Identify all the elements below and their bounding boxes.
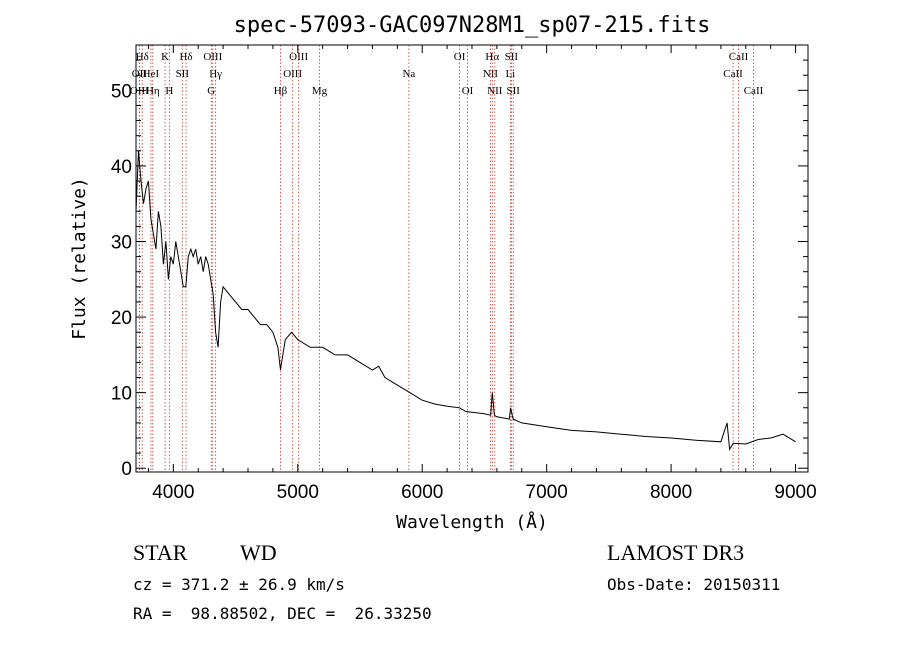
emission-line-label: SII <box>176 68 190 80</box>
emission-line-label: Hα <box>485 51 499 63</box>
x-axis-label: Wavelength (Å) <box>396 511 548 533</box>
y-tick-label: 30 <box>111 232 132 253</box>
emission-line-label: H <box>165 85 173 97</box>
emission-line-label: NII <box>483 68 499 80</box>
x-tick-label: 6000 <box>401 482 443 503</box>
emission-line-label: Na <box>402 68 415 80</box>
emission-line-label: HeI <box>143 68 160 80</box>
y-tick-label: 0 <box>121 459 132 480</box>
emission-line-label: Hβ <box>274 85 288 97</box>
x-tick-label: 9000 <box>774 482 816 503</box>
plot-frame <box>135 44 809 473</box>
y-tick-label: 10 <box>111 384 132 405</box>
emission-line-label: OIII <box>130 85 149 97</box>
emission-line-label: Hγ <box>209 68 222 80</box>
coords-text: RA = 98.88502, DEC = 26.33250 <box>133 604 432 623</box>
emission-line-label: CaII <box>729 51 749 63</box>
emission-line-label: SII <box>505 51 519 63</box>
x-tick-label: 4000 <box>152 482 194 503</box>
y-axis-label: Flux (relative) <box>69 177 90 340</box>
chart-title: spec-57093-GAC097N28M1_sp07-215.fits <box>234 13 711 38</box>
survey-label: LAMOST DR3 <box>607 540 745 565</box>
emission-line-label: G <box>207 85 215 97</box>
spectrum-series-line <box>135 150 796 451</box>
y-tick-label: 50 <box>111 81 132 102</box>
emission-line-label: Hη <box>146 85 160 97</box>
redshift-text: cz = 371.2 ± 26.9 km/s <box>133 575 345 594</box>
emission-line-label: K <box>161 51 169 63</box>
x-tick-label: 8000 <box>650 482 692 503</box>
emission-line-label: Mg <box>312 85 328 97</box>
emission-line-label: CaII <box>723 68 743 80</box>
emission-line-label: OIII <box>283 68 302 80</box>
emission-line-label: Hδ <box>179 51 192 63</box>
emission-line-label: Li <box>505 68 515 80</box>
emission-line-label: CaII <box>744 85 764 97</box>
x-tick-label: 7000 <box>526 482 568 503</box>
obs-date-text: Obs-Date: 20150311 <box>607 575 781 594</box>
emission-line-label: NII <box>487 85 503 97</box>
y-tick-label: 20 <box>111 308 132 329</box>
y-tick-label: 40 <box>111 157 132 178</box>
emission-line-label: OI <box>462 85 474 97</box>
object-class: STAR <box>133 540 188 565</box>
emission-line-label: OIII <box>203 51 222 63</box>
emission-line-label: OI <box>454 51 466 63</box>
emission-line-label: SII <box>506 85 520 97</box>
object-subclass: WD <box>240 540 277 565</box>
x-tick-label: 5000 <box>277 482 319 503</box>
emission-line-label: OIII <box>289 51 308 63</box>
emission-line-label: Hδ <box>136 51 149 63</box>
